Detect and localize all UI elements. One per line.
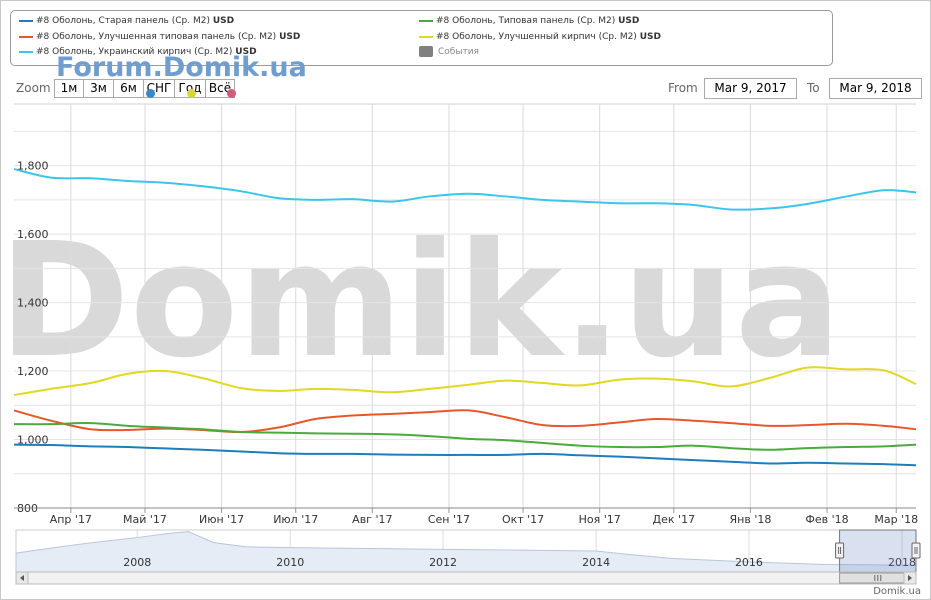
- x-tick-label: Ноя '17: [579, 513, 621, 526]
- x-tick-label: Июн '17: [199, 513, 244, 526]
- x-tick-label: Окт '17: [502, 513, 544, 526]
- from-date-input[interactable]: Mar 9, 2017: [704, 78, 797, 99]
- x-tick-label: Янв '18: [730, 513, 772, 526]
- legend-item-typical-panel[interactable]: #8 Оболонь, Типовая панель (Ср. М2) USD: [419, 16, 639, 26]
- zoom-6m-button[interactable]: 6м: [113, 79, 144, 98]
- legend: #8 Оболонь, Старая панель (Ср. М2) USD #…: [10, 10, 833, 66]
- legend-unit: USD: [639, 32, 661, 42]
- navigator-year-label: 2010: [276, 556, 304, 569]
- plot-grid: [14, 103, 916, 509]
- navigator-year-label: 2018: [888, 556, 916, 569]
- series-line-1[interactable]: [13, 366, 917, 397]
- series-line-3[interactable]: [13, 422, 917, 451]
- y-tick-label: 1,200: [17, 365, 49, 378]
- legend-item-improved-panel[interactable]: #8 Оболонь, Улучшенная типовая панель (С…: [19, 32, 300, 42]
- legend-swatch: [19, 50, 33, 53]
- x-tick-label: Мар '18: [874, 513, 918, 526]
- legend-unit: USD: [279, 32, 301, 42]
- navigator-handle[interactable]: [835, 542, 845, 559]
- x-tick-label: Май '17: [123, 513, 167, 526]
- x-axis: Апр '17 Май '17 Июн '17 Июл '17 Авг '17 Сен '…: [14, 507, 918, 526]
- zoom-label: Zoom: [16, 81, 51, 95]
- legend-unit: USD: [618, 16, 640, 26]
- arrow-left-icon: [20, 575, 24, 581]
- y-tick-label: 1,600: [17, 228, 49, 241]
- legend-item-improved-brick[interactable]: #8 Оболонь, Улучшенный кирпич (Ср. М2) U…: [419, 32, 661, 42]
- forum-watermark: Forum.Domik.ua: [56, 52, 307, 83]
- legend-unit: USD: [212, 16, 235, 26]
- x-tick-label: Сен '17: [428, 513, 470, 526]
- big-watermark: Domik.ua: [0, 209, 841, 393]
- navigator-year-label: 2016: [735, 556, 763, 569]
- series-line-2[interactable]: [13, 409, 917, 434]
- event-marker[interactable]: [187, 89, 196, 98]
- legend-label: #8 Оболонь, Украинский кирпич (Ср. М2): [36, 47, 233, 57]
- big-watermark-text: Domik.ua: [0, 209, 841, 393]
- legend-item-events[interactable]: События: [419, 46, 479, 57]
- series-line-4[interactable]: [13, 443, 917, 467]
- legend-label: #8 Оболонь, Старая панель (Ср. М2): [36, 16, 210, 26]
- y-tick-label: 1,800: [17, 160, 49, 173]
- event-marker[interactable]: [146, 89, 155, 98]
- zoom-1m-button[interactable]: 1м: [54, 79, 84, 98]
- x-tick-label: Авг '17: [352, 513, 392, 526]
- navigator-year-label: 2014: [582, 556, 610, 569]
- legend-swatch: [19, 19, 33, 22]
- arrow-right-icon: [908, 575, 912, 581]
- legend-item-old-panel[interactable]: #8 Оболонь, Старая панель (Ср. М2) USD: [19, 16, 234, 26]
- zoom-3m-button[interactable]: 3м: [83, 79, 114, 98]
- legend-events-box: [419, 46, 433, 57]
- legend-label: #8 Оболонь, Улучшенная типовая панель (С…: [36, 32, 277, 42]
- to-date-input[interactable]: Mar 9, 2018: [829, 78, 922, 99]
- legend-label: #8 Оболонь, Типовая панель (Ср. М2): [436, 16, 616, 26]
- x-tick-label: Фев '18: [805, 513, 848, 526]
- y-tick-label: 1,400: [17, 297, 49, 310]
- to-label: To: [807, 81, 820, 95]
- navigator-year-label: 2012: [429, 556, 457, 569]
- series-line-0[interactable]: [13, 168, 917, 211]
- y-tick-label: 1,000: [17, 434, 49, 447]
- legend-item-ukrainian-brick[interactable]: #8 Оболонь, Украинский кирпич (Ср. М2) U…: [19, 47, 257, 57]
- x-tick-label: Апр '17: [50, 513, 92, 526]
- legend-swatch: [419, 35, 433, 38]
- legend-unit: USD: [235, 47, 257, 57]
- legend-swatch: [19, 35, 33, 38]
- navigator-area: [15, 531, 917, 573]
- legend-label: #8 Оболонь, Улучшенный кирпич (Ср. М2): [436, 32, 637, 42]
- navigator-year-label: 2008: [123, 556, 151, 569]
- legend-swatch: [419, 19, 433, 22]
- footer-credit: Domik.ua: [873, 586, 921, 597]
- event-marker[interactable]: [227, 89, 236, 98]
- navigator[interactable]: 2008 2010 2012 2014 2016 2018: [15, 529, 921, 585]
- x-tick-label: Дек '17: [653, 513, 696, 526]
- scrollbar-track[interactable]: [15, 571, 917, 585]
- navigator-handle[interactable]: [911, 542, 921, 559]
- x-tick-label: Июл '17: [273, 513, 318, 526]
- navigator-selection[interactable]: [839, 529, 917, 573]
- legend-events-label: События: [438, 47, 479, 57]
- from-label: From: [668, 81, 698, 95]
- series-layer: [13, 168, 917, 467]
